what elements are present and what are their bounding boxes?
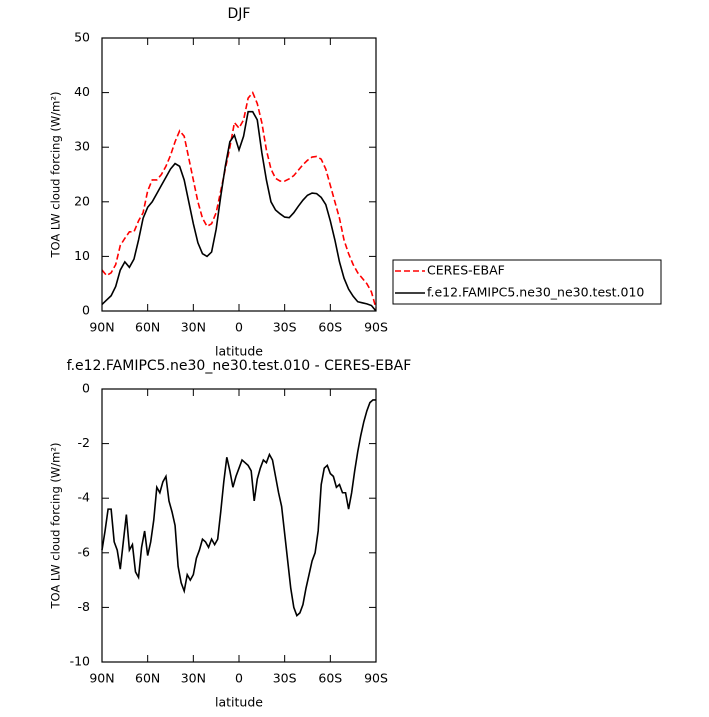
data-line (101, 91, 377, 309)
x-tick-label: 90S (364, 320, 388, 335)
y-tick-label: 20 (74, 193, 90, 208)
x-tick-label: 30N (181, 671, 206, 686)
x-tick-label: 30N (181, 320, 206, 335)
chart-title: f.e12.FAMIPC5.ne30_ne30.test.010 - CERES… (67, 358, 412, 374)
legend-label: f.e12.FAMIPC5.ne30_ne30.test.010 (427, 285, 644, 300)
x-tick-label: 0 (235, 671, 243, 686)
y-tick-label: 0 (82, 303, 90, 318)
x-tick-label: 0 (235, 320, 243, 335)
x-tick-label: 90N (89, 671, 114, 686)
y-tick-label: -6 (78, 544, 91, 559)
y-tick-label: 10 (74, 248, 90, 263)
data-line (101, 399, 376, 617)
x-tick-label: 60S (318, 671, 342, 686)
x-tick-label: 60S (318, 320, 342, 335)
x-tick-label: 30S (273, 671, 297, 686)
y-tick-label: 50 (74, 30, 90, 45)
x-tick-label: 90N (89, 320, 114, 335)
x-tick-label: 30S (273, 320, 297, 335)
y-tick-label: -4 (78, 490, 91, 505)
x-tick-label: 60N (135, 671, 160, 686)
legend-box (392, 259, 662, 305)
y-tick-label: -8 (78, 599, 91, 614)
chart-title: DJF (228, 6, 251, 22)
x-tick-label: 60N (135, 320, 160, 335)
plot-frame (101, 388, 377, 663)
y-tick-label: -10 (70, 654, 90, 669)
y-axis-label: TOA LW cloud forcing (W/m²) (49, 443, 63, 610)
x-tick-label: 90S (364, 671, 388, 686)
y-axis-label: TOA LW cloud forcing (W/m²) (49, 92, 63, 259)
y-tick-label: 40 (74, 84, 90, 99)
x-axis-label: latitude (215, 344, 263, 359)
data-line (101, 110, 377, 312)
legend-label: CERES-EBAF (427, 263, 505, 278)
y-tick-label: 30 (74, 139, 90, 154)
x-axis-label: latitude (215, 695, 263, 710)
plot-frame (101, 37, 377, 312)
y-tick-label: -2 (78, 435, 90, 450)
y-tick-label: 0 (82, 381, 90, 396)
